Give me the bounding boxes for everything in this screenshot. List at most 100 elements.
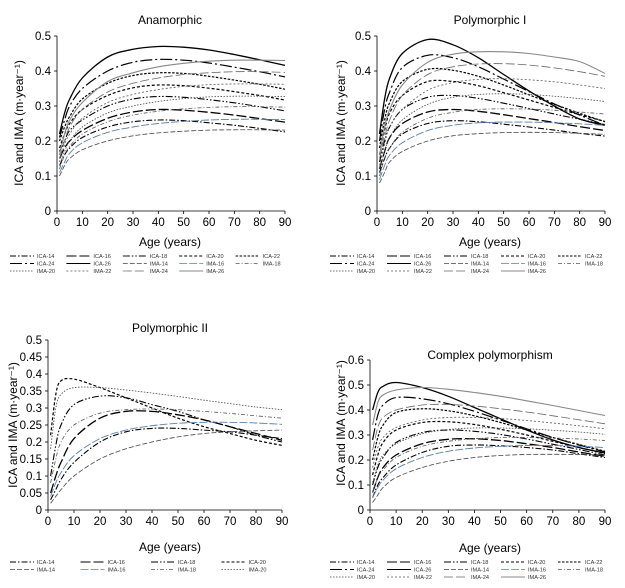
x-tick-label: 50: [497, 217, 510, 229]
x-tick-label: 70: [228, 217, 241, 229]
x-tick-label: 60: [198, 516, 211, 528]
legend-label: ICA-26: [414, 262, 431, 268]
x-tick-label: 40: [152, 217, 165, 229]
series-line-ica-24: [378, 54, 606, 142]
legend-item-ica-18: ICA-18: [122, 254, 167, 260]
legend-item-ica-16: ICA-16: [80, 560, 125, 566]
legend-label: IMA-24: [150, 269, 168, 275]
legend-item-ica-24: ICA-24: [330, 568, 374, 574]
series-line-ima-14: [50, 429, 283, 504]
legend-item-ica-20: ICA-20: [501, 254, 545, 260]
y-tick-label: 0.3: [348, 430, 364, 442]
y-tick-label: 0.1: [35, 171, 51, 183]
series-line-ica-26: [378, 38, 606, 135]
legend-item-ima-14: IMA-14: [10, 568, 55, 574]
legend-item-ica-26: ICA-26: [387, 568, 431, 574]
x-tick-label: 30: [447, 217, 460, 229]
legend-label: ICA-16: [108, 560, 125, 566]
series-line-ima-22: [59, 83, 286, 163]
legend-item-ima-14: IMA-14: [122, 262, 168, 268]
series-line-ica-20: [378, 79, 606, 156]
legend-label: ICA-16: [414, 254, 431, 260]
legend-item-ica-24: ICA-24: [10, 262, 54, 268]
legend-label: ICA-22: [585, 560, 602, 566]
legend-item-ica-18: ICA-18: [444, 560, 488, 566]
y-tick-label: 0.2: [35, 136, 51, 148]
legend-item-ima-18: IMA-18: [558, 568, 603, 574]
series-line-ima-14: [372, 453, 606, 503]
x-tick-label: 80: [253, 217, 266, 229]
legend-item-ima-16: IMA-16: [80, 568, 126, 574]
y-axis-label: ICA and IMA (m·year⁻¹): [6, 362, 20, 488]
legend-item-ica-18: ICA-18: [151, 560, 195, 566]
series-line-ima-24: [372, 403, 606, 451]
x-tick-label: 10: [68, 516, 81, 528]
x-tick-label: 50: [494, 516, 507, 528]
series-line-ima-26: [58, 59, 286, 156]
series-line-ica-18: [50, 395, 283, 477]
legend-item-ima-26: IMA-26: [501, 269, 546, 275]
legend-label: IMA-20: [357, 575, 375, 581]
x-tick-label: 30: [127, 217, 140, 229]
legend-item-ima-14: IMA-14: [444, 262, 489, 268]
legend-label: IMA-22: [93, 269, 111, 275]
legend-label: ICA-20: [528, 254, 545, 260]
legend-label: IMA-16: [528, 262, 546, 268]
legend-item-ima-16: IMA-16: [501, 568, 546, 574]
x-tick-label: 80: [572, 516, 585, 528]
series-line-ica-18: [372, 429, 606, 486]
legend-item-ima-20: IMA-20: [330, 575, 375, 581]
legend-label: ICA-18: [471, 254, 488, 260]
x-axis-label: Age (years): [459, 235, 521, 249]
series-line-ica-18: [378, 94, 606, 163]
y-tick-label: 0: [358, 505, 364, 517]
panel-title: Complex polymorphism: [427, 348, 552, 362]
y-tick-label: 0.35: [20, 386, 42, 398]
y-tick-label: 0.3: [35, 101, 51, 113]
x-tick-label: 90: [279, 217, 292, 229]
y-axis-label: ICA and IMA (m·year⁻¹): [334, 60, 348, 186]
y-tick-label: 0.4: [35, 66, 52, 78]
series-line-ima-16: [372, 444, 606, 498]
x-tick-label: 0: [374, 217, 380, 229]
legend-label: ICA-22: [585, 254, 602, 260]
legend-item-ica-16: ICA-16: [66, 254, 111, 260]
x-tick-label: 40: [468, 516, 481, 528]
legend-item-ica-22: ICA-22: [558, 560, 602, 566]
x-tick-label: 40: [472, 217, 485, 229]
x-tick-label: 50: [177, 217, 190, 229]
x-tick-label: 20: [94, 516, 107, 528]
legend-label: IMA-18: [585, 568, 603, 574]
series-line-ica-18: [59, 95, 286, 152]
y-tick-label: 0.1: [348, 480, 364, 492]
legend-label: ICA-14: [37, 254, 54, 260]
x-tick-label: 60: [520, 516, 533, 528]
legend-item-ima-26: IMA-26: [179, 269, 224, 275]
x-tick-label: 30: [442, 516, 455, 528]
series-line-ica-26: [371, 381, 606, 454]
legend-label: IMA-24: [471, 575, 489, 581]
legend-item-ica-14: ICA-14: [330, 254, 374, 260]
x-tick-label: 90: [599, 217, 612, 229]
legend-item-ima-24: IMA-24: [444, 269, 489, 275]
y-tick-label: 0.2: [26, 437, 42, 449]
y-tick-label: 0.4: [348, 405, 365, 417]
x-tick-label: 90: [276, 516, 289, 528]
legend-item-ica-16: ICA-16: [387, 560, 431, 566]
y-tick-label: 0.2: [355, 136, 371, 148]
x-tick-label: 70: [224, 516, 237, 528]
y-tick-label: 0: [365, 206, 371, 218]
series-line-ica-14: [59, 119, 286, 166]
x-tick-label: 20: [421, 217, 434, 229]
legend-label: ICA-16: [414, 560, 431, 566]
y-tick-label: 0.5: [355, 31, 371, 43]
y-tick-label: 0.45: [20, 352, 42, 364]
series-line-ima-24: [379, 63, 606, 159]
series-line-ica-16: [378, 108, 606, 170]
y-tick-label: 0.1: [26, 471, 42, 483]
legend-item-ima-22: IMA-22: [66, 269, 111, 275]
legend-item-ima-22: IMA-22: [387, 575, 432, 581]
legend-label: IMA-16: [108, 568, 126, 574]
series-line-ima-26: [372, 386, 606, 426]
